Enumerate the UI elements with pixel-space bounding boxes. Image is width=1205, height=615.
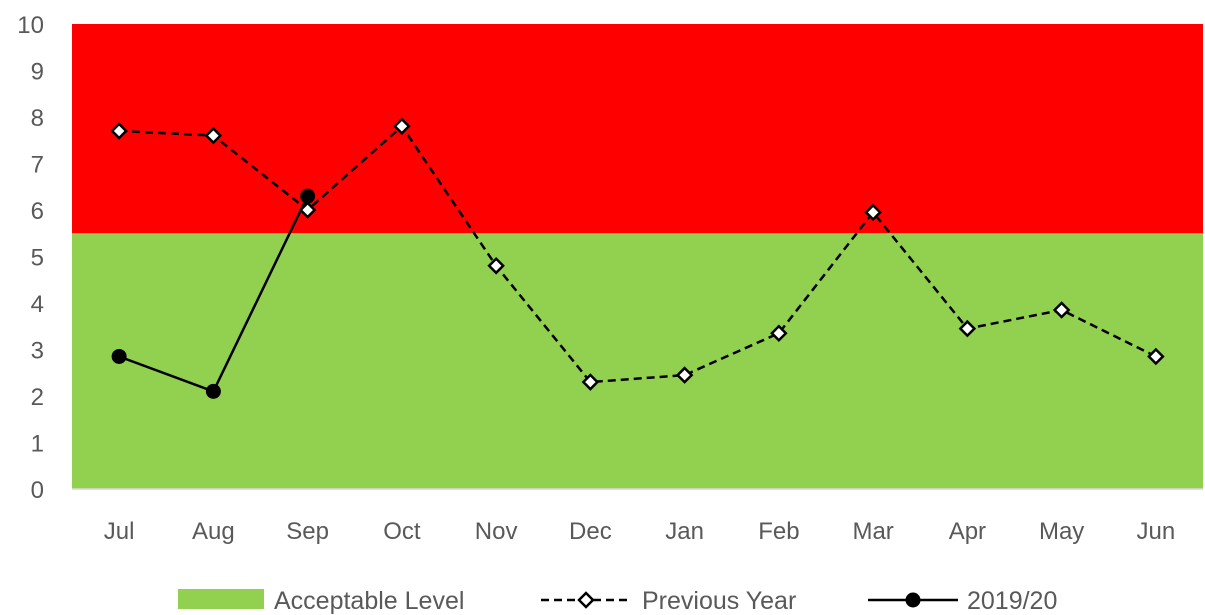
point-previous-year-jul bbox=[110, 122, 128, 140]
point-previous-year-jun bbox=[1147, 347, 1165, 366]
x-tick-label-feb: Feb bbox=[758, 518, 799, 545]
point-2019-20-jul bbox=[111, 348, 127, 364]
y-tick-label-7: 7 bbox=[31, 152, 44, 179]
y-tick-label-5: 5 bbox=[31, 245, 44, 272]
point-2019-20-aug bbox=[205, 383, 221, 399]
y-tick-label-4: 4 bbox=[31, 291, 44, 318]
y-tick-label-8: 8 bbox=[31, 105, 44, 132]
background-bands bbox=[72, 24, 1203, 489]
point-previous-year-mar bbox=[864, 203, 882, 222]
series-layer bbox=[110, 117, 1165, 399]
x-tick-label-jul: Jul bbox=[104, 518, 135, 545]
x-tick-label-nov: Nov bbox=[475, 518, 518, 545]
x-tick-label-jan: Jan bbox=[665, 518, 704, 545]
point-2019-20-sep bbox=[300, 188, 316, 204]
band-above-acceptable-1 bbox=[72, 24, 1203, 234]
point-previous-year-jan bbox=[675, 366, 694, 384]
series-previous-year bbox=[110, 117, 1165, 391]
x-tick-label-sep: Sep bbox=[286, 518, 329, 545]
y-tick-label-3: 3 bbox=[31, 338, 44, 365]
x-tick-label-dec: Dec bbox=[569, 518, 612, 545]
point-previous-year-apr bbox=[958, 319, 977, 338]
y-tick-label-2: 2 bbox=[31, 384, 44, 411]
series-line-previous-year bbox=[119, 125, 1157, 384]
legend-marker-2019-20 bbox=[905, 592, 921, 608]
y-tick-label-10: 10 bbox=[17, 12, 44, 39]
y-tick-label-0: 0 bbox=[31, 477, 44, 504]
legend: Acceptable Level Previous Year 2019/20 bbox=[178, 587, 1057, 615]
series-2019-20 bbox=[111, 188, 316, 399]
y-tick-label-6: 6 bbox=[31, 198, 44, 225]
point-previous-year-feb bbox=[770, 324, 788, 342]
point-previous-year-dec bbox=[581, 373, 600, 391]
x-tick-label-may: May bbox=[1039, 518, 1084, 545]
legend-marker-previous-year bbox=[577, 591, 595, 609]
x-tick-label-apr: Apr bbox=[949, 518, 986, 545]
band-acceptable-level bbox=[72, 233, 1203, 489]
y-axis-ticks: 0 1 2 3 4 5 6 7 8 9 10 bbox=[17, 12, 44, 504]
y-tick-label-1: 1 bbox=[31, 431, 44, 458]
legend-label-acceptable-level: Acceptable Level bbox=[274, 587, 464, 615]
x-axis-ticks: Jul Aug Sep Oct Nov Dec Jan Feb Mar Apr May Jun bbox=[104, 518, 1175, 545]
point-previous-year-aug bbox=[204, 126, 223, 145]
legend-label-2019-20: 2019/20 bbox=[967, 587, 1057, 615]
x-tick-label-jun: Jun bbox=[1137, 518, 1176, 545]
point-previous-year-oct bbox=[393, 117, 411, 136]
point-previous-year-nov bbox=[487, 257, 505, 275]
point-previous-year-may bbox=[1052, 301, 1071, 319]
y-tick-label-9: 9 bbox=[31, 59, 44, 86]
legend-label-previous-year: Previous Year bbox=[642, 587, 796, 615]
legend-swatch-acceptable-level bbox=[178, 589, 264, 609]
x-tick-label-oct: Oct bbox=[383, 518, 421, 545]
x-tick-label-aug: Aug bbox=[192, 518, 235, 545]
x-tick-label-mar: Mar bbox=[852, 518, 893, 545]
